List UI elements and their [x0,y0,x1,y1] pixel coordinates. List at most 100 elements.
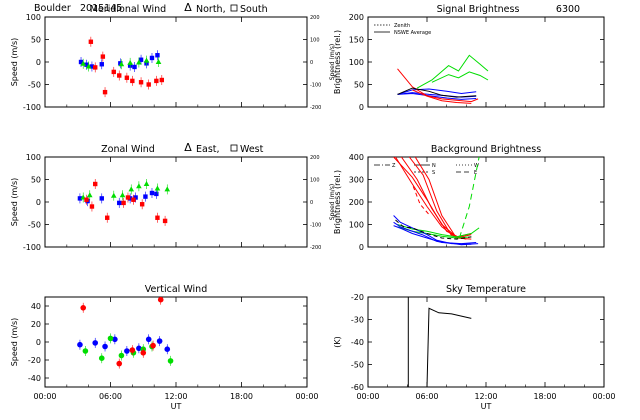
y-tick-label: 300 [349,176,364,185]
series-line [408,157,467,240]
panel-title: Signal Brightness [437,4,520,15]
y-right-tick-label: 100 [310,38,320,44]
y-right-tick-label: 200 [310,15,320,21]
series-line [431,71,489,83]
panel-signal: Signal Brightness 6300 200 150 100 50 0 Brightn… [333,4,605,112]
y-right-tick-label: 0 [310,200,313,206]
y-axis-label: Brightness (rel.) [333,30,342,94]
site-label: Boulder [34,3,71,14]
y-right-axis-label: Speed (m/s) [329,44,336,80]
series-line [397,88,477,95]
y-right-tick-label: -200 [310,105,321,111]
date-label: 2015145 [80,3,122,14]
data-layer [77,297,174,369]
y-tick-label: -20 [28,356,41,365]
x-tick-label: 12:00 [474,392,497,401]
series-line [400,157,462,239]
plot-frame [44,296,308,388]
y-tick-label: -50 [28,221,41,230]
panel-title: Background Brightness [431,144,541,155]
legend-text: West [240,144,264,155]
y-tick-label: -50 [351,361,364,370]
y-tick-label: 100 [26,13,41,22]
series-line [395,219,472,240]
y-axis-label: Speed (m/s) [10,38,19,87]
y-tick-label: 0 [36,198,41,207]
legend-entry: NSWE Average [394,30,431,36]
y-axis-label: Speed (m/s) [10,178,19,227]
y-axis-label: (K) [333,336,342,348]
y-tick-label: -40 [351,338,364,347]
y-right-tick-label: 0 [310,60,313,66]
y-tick-label: 0 [36,338,41,347]
data-layer [397,54,489,104]
data-layer [77,179,171,226]
panel-zonal: Zonal Wind Δ East, West 100 50 0 -50 -100 200 100 0… [10,141,336,252]
square-marker-icon [230,4,238,12]
x-tick-label: 18:00 [533,392,556,401]
y-tick-label: 50 [354,81,364,90]
x-tick-label: 00:00 [295,392,318,401]
data-layer [78,36,165,98]
legend-entry: E [474,170,477,176]
series-line [397,92,477,100]
y-tick-label: 0 [359,103,364,112]
y-tick-label: 0 [36,58,41,67]
legend-entry: W [474,163,479,169]
square-marker-icon [230,144,238,152]
plot-frame [44,16,308,108]
series-line [458,157,480,239]
y-tick-label: 100 [349,221,364,230]
x-tick-label: 00:00 [33,392,56,401]
x-axis-label: UT [171,402,182,411]
series-line [397,224,480,238]
y-tick-label: 100 [349,58,364,67]
y-tick-label: -100 [23,103,41,112]
y-right-tick-label: -200 [310,245,321,251]
y-tick-label: 100 [26,153,41,162]
legend-text: South [240,4,268,15]
panel-background: Background Brightness 400 300 200 100 0 Bright… [333,144,605,252]
y-right-axis-label: Speed (m/s) [329,184,336,220]
legend-entry: Z [392,163,396,169]
series-line [412,89,472,104]
y-tick-label: 400 [349,153,364,162]
y-right-tick-label: 200 [310,155,320,161]
panel-title: Sky Temperature [446,284,526,295]
y-axis-label: Brightness (rel.) [333,170,342,234]
x-tick-label: 06:00 [99,392,122,401]
y-tick-label: 0 [359,243,364,252]
series-line [397,68,479,103]
x-tick-label: 18:00 [230,392,253,401]
x-axis-label: UT [481,402,492,411]
panel-title: Vertical Wind [145,284,207,295]
y-tick-label: 200 [349,198,364,207]
legend-text: North, [196,4,226,15]
panel-meridional: Meridional Wind Δ North, South 100 50 0 -50 -100… [10,1,336,112]
series-line [416,54,489,89]
panel-skytemp: Sky Temperature -20 -30 -40 -50 -60 (K) 00:00 06… [333,284,616,411]
panel-title: Zonal Wind [101,144,155,155]
series-line [426,307,472,387]
y-tick-label: -40 [28,374,41,383]
triangle-marker-icon: Δ [184,1,192,14]
y-right-tick-label: -100 [310,223,321,229]
y-tick-label: 50 [31,36,41,45]
y-tick-label: 50 [31,176,41,185]
panel-vertical: Vertical Wind 40 20 0 -20 -40 Speed (m/s) 00:00… [10,284,319,411]
panel-title: Meridional Wind [90,4,166,15]
x-tick-label: 12:00 [164,392,187,401]
data-layer [407,297,472,387]
series-line [397,87,477,98]
y-right-tick-label: 100 [310,178,320,184]
x-tick-label: 00:00 [356,392,379,401]
legend-entry: N [432,163,436,169]
y-tick-label: -20 [351,293,364,302]
y-tick-label: -50 [28,81,41,90]
x-tick-label: 00:00 [592,392,615,401]
y-tick-label: 150 [349,36,364,45]
legend-entry: Zenith [394,23,410,29]
legend-text: East, [196,144,220,155]
series-line [393,225,477,245]
